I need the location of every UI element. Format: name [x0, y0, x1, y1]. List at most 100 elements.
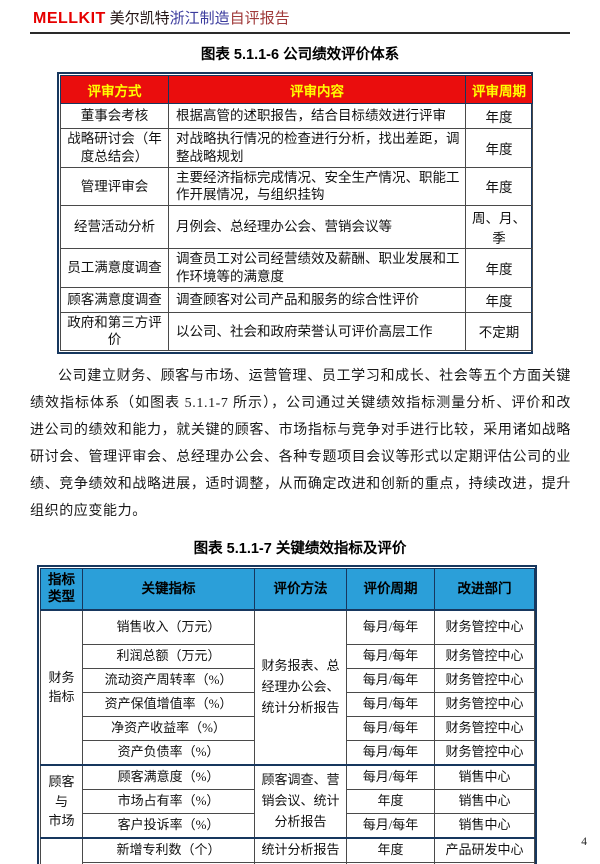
table-row: 运营 管理 新增专利数（个） 统计分析报告 年度 产品研发中心: [40, 836, 535, 864]
evaluation-period-cell: 每月/每年: [346, 812, 435, 839]
table-row: 管理评审会 主要经济指标完成情况、安全生产情况、职能工作开展情况，与组织挂钩 年…: [60, 166, 533, 207]
table-row: 经营活动分析 月例会、总经理办公会、营销会议等 周、月、季: [60, 205, 533, 250]
header-title-segment-2: 浙江制造: [169, 11, 230, 27]
review-method-cell: 政府和第三方评价: [60, 311, 169, 351]
key-indicator-cell: 利润总额（万元）: [82, 643, 255, 669]
figure1-title: 图表 5.1.1-6 公司绩效评价体系: [200, 47, 400, 63]
evaluation-period-cell: 每月/每年: [346, 667, 435, 693]
table-header-row: 评审方式 评审内容 评审周期: [60, 75, 533, 104]
kpi-table: 指标 类型 关键指标 评价方法 评价周期 改进部门 财务 指标 销售收入（万元）…: [40, 567, 535, 864]
review-method-cell: 战略研讨会（年度总结会）: [60, 128, 169, 168]
column-header-evaluation-period: 评价周期: [346, 567, 435, 611]
key-indicator-cell: 新增专利数（个）: [82, 836, 255, 863]
header-title-segment-3: 自评报告: [229, 11, 290, 27]
review-system-table-wrapper: 评审方式 评审内容 评审周期 董事会考核 根据高管的述职报告，结合目标绩效进行评…: [57, 72, 533, 354]
review-system-table: 评审方式 评审内容 评审周期 董事会考核 根据高管的述职报告，结合目标绩效进行评…: [60, 75, 533, 351]
review-period-cell: 不定期: [465, 311, 533, 351]
improvement-dept-cell: 财务管控中心: [434, 667, 535, 693]
evaluation-period-cell: 每月/每年: [346, 691, 435, 717]
key-indicator-cell: 资产保值增值率（%）: [82, 691, 255, 717]
review-content-cell: 月例会、总经理办公会、营销会议等: [168, 205, 466, 250]
review-method-cell: 员工满意度调查: [60, 248, 169, 288]
evaluation-period-cell: 每月/每年: [346, 739, 435, 766]
evaluation-method-cell: 统计分析报告: [254, 836, 347, 863]
key-indicator-cell: 市场占有率（%）: [82, 788, 255, 814]
document-header: MELLKIT 美尔凯特浙江制造自评报告: [0, 0, 600, 28]
table-row: 净资产收益率（%） 每月/每年 财务管控中心: [41, 715, 535, 741]
column-header-key-indicator: 关键指标: [82, 567, 255, 611]
table-row: 政府和第三方评价 以公司、社会和政府荣誉认可评价高层工作 不定期: [60, 311, 533, 351]
table-row: 资产负债率（%） 每月/每年 财务管控中心: [41, 739, 535, 766]
table-row: 顾客满意度调查 调查顾客对公司产品和服务的综合性评价 年度: [60, 286, 533, 313]
improvement-dept-cell: 销售中心: [434, 788, 535, 814]
review-content-cell: 对战略执行情况的检查进行分析，找出差距，调整战略规划: [168, 128, 466, 168]
brand-logo-text: MELLKIT: [33, 10, 106, 27]
column-header-evaluation-method: 评价方法: [254, 567, 347, 611]
header-divider: [30, 32, 570, 34]
review-content-cell: 主要经济指标完成情况、安全生产情况、职能工作开展情况，与组织挂钩: [168, 166, 466, 207]
header-title-segment-1: 美尔凯特: [109, 11, 170, 27]
table-row: 资产保值增值率（%） 每月/每年 财务管控中心: [41, 691, 535, 717]
key-indicator-cell: 流动资产周转率（%）: [82, 667, 255, 693]
review-content-cell: 以公司、社会和政府荣誉认可评价高层工作: [168, 311, 466, 351]
review-method-cell: 经营活动分析: [60, 205, 169, 250]
figure2-title: 图表 5.1.1-7 关键绩效指标及评价: [193, 540, 407, 557]
kpi-table-wrapper: 指标 类型 关键指标 评价方法 评价周期 改进部门 财务 指标 销售收入（万元）…: [37, 564, 537, 864]
evaluation-period-cell: 年度: [346, 836, 435, 863]
table-header-row: 指标 类型 关键指标 评价方法 评价周期 改进部门: [40, 567, 535, 611]
review-content-cell: 调查员工对公司经营绩效及薪酬、职业发展和工作环境等的满意度: [168, 248, 466, 288]
evaluation-period-cell: 每月/每年: [346, 715, 435, 741]
table-row: 市场占有率（%） 年度 销售中心: [41, 788, 535, 814]
evaluation-period-cell: 年度: [346, 788, 435, 814]
column-header-improvement-dept: 改进部门: [434, 567, 535, 611]
table-row: 流动资产周转率（%） 每月/每年 财务管控中心: [41, 667, 535, 693]
table-row: 顾客 与 市场 顾客满意度（%） 顾客调查、营销会议、统计分析报告 每月/每年 …: [40, 763, 535, 839]
table-row: 战略研讨会（年度总结会） 对战略执行情况的检查进行分析，找出差距，调整战略规划 …: [60, 128, 533, 168]
indicator-type-cell: 顾客 与 市场: [40, 763, 83, 839]
review-content-cell: 根据高管的述职报告，结合目标绩效进行评审: [168, 103, 466, 129]
review-period-cell: 年度: [465, 248, 533, 288]
improvement-dept-cell: 财务管控中心: [434, 608, 535, 645]
review-content-cell: 调查顾客对公司产品和服务的综合性评价: [168, 286, 466, 313]
evaluation-period-cell: 每月/每年: [346, 763, 435, 790]
improvement-dept-cell: 财务管控中心: [434, 861, 535, 864]
page-number: 4: [581, 836, 587, 848]
column-header-review-content: 评审内容: [168, 75, 466, 104]
indicator-type-cell: 运营 管理: [40, 836, 83, 864]
review-method-cell: 董事会考核: [60, 103, 169, 129]
review-period-cell: 年度: [465, 128, 533, 168]
evaluation-period-cell: 每月/每年: [346, 608, 435, 645]
improvement-dept-cell: 销售中心: [434, 763, 535, 790]
evaluation-method-cell: 财务报表、总经理办公会、统计分析报告: [254, 608, 347, 766]
evaluation-method-cell: 顾客调查、营销会议、统计分析报告: [254, 763, 347, 839]
review-method-cell: 管理评审会: [60, 166, 169, 207]
improvement-dept-cell: 财务管控中心: [434, 715, 535, 741]
column-header-review-method: 评审方式: [60, 75, 169, 104]
table-row: 董事会考核 根据高管的述职报告，结合目标绩效进行评审 年度: [60, 103, 533, 129]
body-paragraph: 公司建立财务、顾客与市场、运营管理、员工学习和成长、社会等五个方面关键绩效指标体…: [30, 368, 571, 519]
improvement-dept-cell: 财务管控中心: [434, 691, 535, 717]
key-indicator-cell: 顾客满意度（%）: [82, 763, 255, 790]
review-method-cell: 顾客满意度调查: [60, 286, 169, 313]
column-header-indicator-type: 指标 类型: [40, 567, 83, 611]
improvement-dept-cell: 销售中心: [434, 812, 535, 839]
review-period-cell: 周、月、季: [465, 205, 533, 250]
table-row: 员工满意度调查 调查员工对公司经营绩效及薪酬、职业发展和工作环境等的满意度 年度: [60, 248, 533, 288]
improvement-dept-cell: 产品研发中心: [434, 836, 535, 863]
indicator-type-cell: 财务 指标: [40, 608, 83, 766]
improvement-dept-cell: 财务管控中心: [434, 739, 535, 766]
column-header-review-period: 评审周期: [465, 75, 533, 104]
key-indicator-cell: 净资产收益率（%）: [82, 715, 255, 741]
improvement-dept-cell: 财务管控中心: [434, 643, 535, 669]
table-row: 利润总额（万元） 每月/每年 财务管控中心: [41, 643, 535, 669]
review-period-cell: 年度: [465, 166, 533, 207]
key-indicator-cell: 客户投诉率（%）: [82, 812, 255, 839]
review-period-cell: 年度: [465, 286, 533, 313]
review-period-cell: 年度: [465, 103, 533, 129]
table-row: 客户投诉率（%） 每月/每年 销售中心: [41, 812, 535, 839]
key-indicator-cell: 销售收入（万元）: [82, 608, 255, 645]
evaluation-period-cell: 每月/每年: [346, 643, 435, 669]
table-row: 财务 指标 销售收入（万元） 财务报表、总经理办公会、统计分析报告 每月/每年 …: [40, 608, 535, 766]
key-indicator-cell: 资产负债率（%）: [82, 739, 255, 766]
